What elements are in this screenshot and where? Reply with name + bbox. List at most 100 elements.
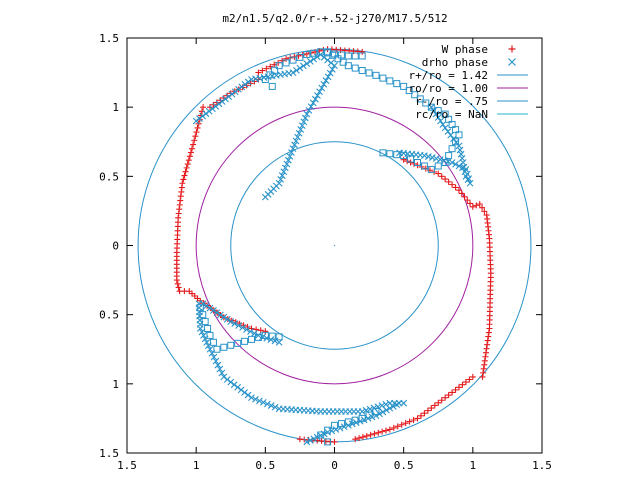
drho-phase-point: [213, 309, 221, 316]
drho-phase-point: [393, 401, 401, 408]
drho-phase-point: [434, 114, 442, 121]
x-tick-label: 0.5: [255, 459, 275, 472]
legend-label-drho-phase: drho phase: [422, 56, 488, 69]
w-phase-point: [363, 432, 370, 439]
drho-phase-point: [220, 313, 228, 321]
drho-phase-point: [316, 88, 323, 96]
drho-phase-point: [234, 383, 242, 391]
w-phase-point: [482, 349, 489, 356]
x-tick-label: 0: [331, 459, 338, 472]
drho-square-point: [427, 103, 435, 111]
drho-phase-point: [286, 152, 294, 160]
w-phase-point: [481, 361, 488, 368]
drho-square-point: [268, 332, 276, 340]
w-phase-point: [485, 333, 492, 340]
drho-phase-point: [300, 118, 308, 126]
drho-phase-point: [205, 107, 213, 115]
drho-phase-point: [241, 80, 249, 88]
drho-square-point: [275, 62, 283, 70]
legend-label-circle-2: ro/ro = 1.00: [409, 82, 488, 95]
w-phase-point: [483, 212, 490, 219]
w-phase-point: [183, 164, 190, 171]
drho-square-point: [448, 145, 456, 153]
drho-phase-point: [206, 304, 214, 312]
drho-square-point: [206, 331, 214, 339]
w-phase-point: [466, 376, 473, 383]
w-phase-point: [406, 418, 413, 425]
drho-phase-point: [296, 64, 304, 72]
drho-square-point: [248, 335, 255, 343]
y-axis-ticks: 1.5 1 0.5 0 0.5 1 1.5: [99, 32, 542, 460]
w-phase-point: [479, 373, 486, 380]
drho-phase-point: [263, 400, 271, 408]
chart-title: m2/n1.5/q2.0/r-+.52-j270/M17.5/512: [222, 12, 447, 25]
w-phase-point: [400, 156, 407, 163]
drho-phase-point: [212, 102, 220, 110]
w-phase-point: [181, 172, 188, 179]
w-phase-point: [414, 415, 421, 422]
drho-phase-point: [305, 106, 313, 114]
drho-phase-point: [427, 103, 435, 111]
drho-phase-point: [294, 133, 301, 141]
drho-square-point: [386, 77, 394, 85]
drho-phase-point: [222, 95, 229, 103]
drho-phase-point: [199, 112, 207, 120]
w-phase-point: [175, 284, 182, 291]
drho-phase-point: [379, 408, 387, 416]
drho-phase-point: [247, 328, 254, 335]
drho-square-point: [351, 416, 359, 424]
w-phase-point: [379, 428, 386, 435]
drho-phase-point: [285, 156, 292, 164]
drho-square-point: [386, 150, 394, 158]
drho-phase-point: [278, 172, 286, 179]
drho-phase-point: [216, 311, 224, 319]
drho-square-point: [414, 159, 421, 166]
w-phase-point: [442, 176, 449, 183]
w-phase-point: [194, 124, 201, 131]
drho-phase-point: [214, 361, 222, 369]
drho-phase-point: [209, 105, 216, 113]
drho-phase-point: [448, 159, 456, 166]
drho-phase-point: [439, 121, 447, 128]
drho-phase-point: [386, 404, 394, 412]
y-tick-label: 1: [112, 101, 119, 114]
drho-square-point: [407, 155, 415, 163]
drho-square-point: [441, 110, 449, 118]
drho-square-point: [209, 338, 217, 346]
drho-square-point: [331, 50, 338, 58]
drho-phase-point: [235, 85, 242, 93]
drho-phase-point: [215, 100, 223, 108]
drho-phase-point: [227, 318, 235, 325]
w-phase-point: [431, 402, 438, 409]
w-phase-point: [417, 412, 424, 419]
drho-phase-point: [218, 98, 226, 105]
y-tick-label: 1.5: [99, 447, 119, 460]
drho-square-point: [434, 107, 442, 115]
drho-square-point: [261, 76, 269, 83]
drho-phase-point: [251, 330, 258, 337]
drho-phase-point: [223, 315, 231, 323]
drho-phase-point: [303, 438, 311, 446]
drho-square-point: [422, 99, 430, 107]
w-phase-point: [382, 427, 389, 434]
drho-phase-point: [218, 369, 226, 377]
drho-phase-point: [311, 95, 319, 103]
drho-square-point: [365, 411, 373, 419]
drho-square-point: [196, 304, 204, 312]
w-phase-point: [452, 184, 459, 191]
drho-phase-point: [267, 402, 275, 409]
w-phase-point: [456, 384, 462, 391]
w-phase-point: [445, 392, 452, 399]
drho-phase-point: [314, 92, 321, 99]
w-phase-point: [192, 133, 199, 140]
w-phase-point: [189, 145, 196, 152]
drho-phase-point: [248, 76, 255, 83]
w-phase-point: [193, 129, 200, 136]
drho-phase-point: [293, 66, 300, 74]
drho-square-point: [310, 49, 318, 57]
drho-square-point: [241, 337, 249, 345]
drho-phase-point: [223, 376, 231, 383]
w-phase-point: [464, 197, 471, 204]
w-phase-point: [180, 176, 187, 183]
w-phase-point: [394, 423, 401, 430]
